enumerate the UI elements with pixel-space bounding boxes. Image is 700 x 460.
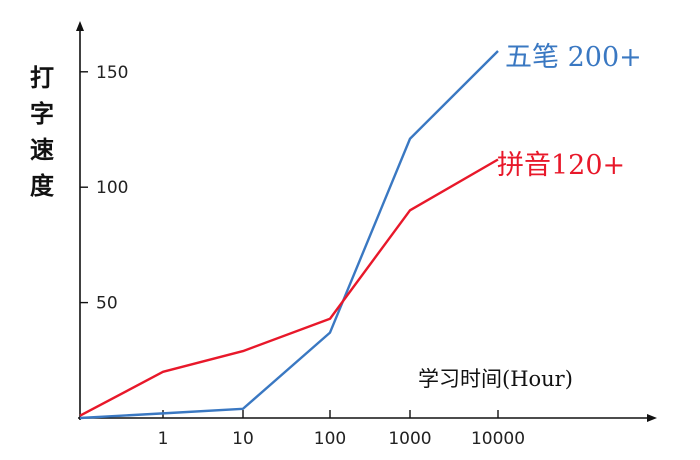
x-tick-label: 10000 bbox=[471, 429, 525, 449]
series-label-pinyin: 拼音120+ bbox=[497, 150, 626, 181]
series-line-1 bbox=[79, 158, 499, 417]
y-tick-label: 150 bbox=[96, 63, 128, 83]
y-axis-label-char: 速 bbox=[30, 135, 54, 164]
y-axis-label-char: 字 bbox=[30, 99, 54, 128]
y-ticks: 50 100 150 bbox=[80, 63, 128, 314]
series-lines bbox=[79, 50, 499, 420]
x-ticks: 1 10 100 1000 10000 bbox=[158, 410, 525, 449]
series-label-wubi: 五笔 200+ bbox=[505, 42, 642, 73]
x-tick-label: 100 bbox=[314, 429, 346, 449]
x-tick-label: 10 bbox=[232, 429, 254, 449]
y-tick-label: 50 bbox=[96, 294, 118, 314]
x-tick-label: 1 bbox=[158, 429, 169, 449]
y-axis-label-char: 打 bbox=[30, 63, 54, 92]
y-axis-label-char: 度 bbox=[30, 171, 54, 200]
x-axis-label: 学习时间(Hour) bbox=[418, 367, 573, 391]
series-line-0 bbox=[79, 50, 499, 420]
y-tick-label: 100 bbox=[96, 178, 128, 198]
x-tick-label: 1000 bbox=[388, 429, 431, 449]
